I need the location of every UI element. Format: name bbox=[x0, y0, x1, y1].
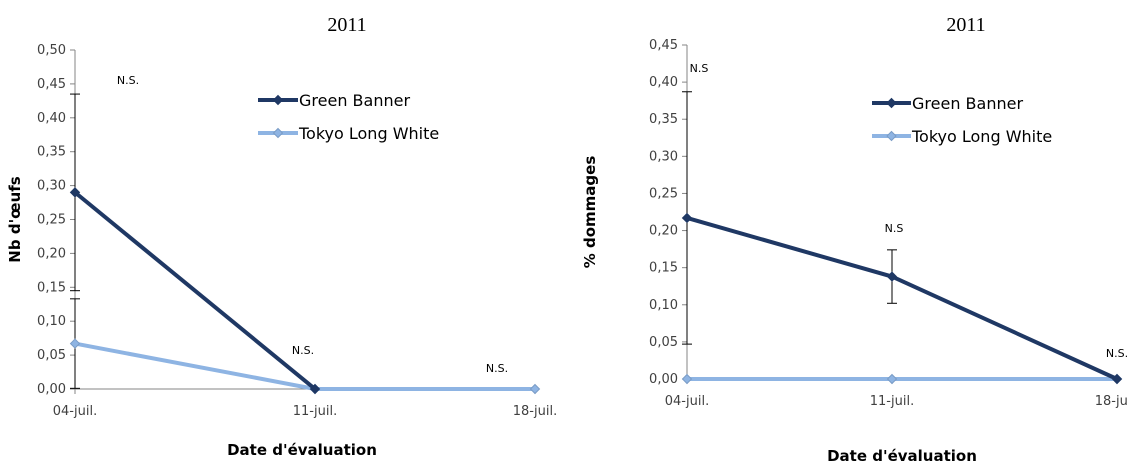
chart-title: 2011 bbox=[327, 14, 366, 36]
y-tick-label: 0,45 bbox=[649, 38, 678, 53]
y-tick-label: 0,25 bbox=[37, 213, 66, 228]
y-tick-label: 0,45 bbox=[37, 77, 66, 92]
legend: Green Banner Tokyo Long White bbox=[258, 91, 439, 143]
legend-swatch-marker bbox=[886, 97, 897, 109]
y-axis-title: Nb d'œufs bbox=[6, 176, 24, 262]
y-tick-label: 0,35 bbox=[37, 145, 66, 160]
y-axis-title: % dommages bbox=[581, 156, 599, 269]
y-tick-label: 0,40 bbox=[649, 75, 678, 90]
x-tick-label: 04-juil. bbox=[53, 404, 97, 419]
data-point bbox=[886, 373, 898, 385]
x-tick-label: 11-juil. bbox=[293, 404, 337, 419]
data-point bbox=[69, 338, 81, 349]
data-point bbox=[529, 383, 541, 395]
y-tick-label: 0,00 bbox=[37, 382, 66, 397]
x-tick-label: 04-juil. bbox=[665, 394, 709, 409]
data-point bbox=[681, 373, 693, 385]
series-green-banner bbox=[69, 93, 321, 395]
data-point bbox=[886, 271, 898, 282]
significance-label: N.S bbox=[690, 62, 709, 75]
y-tick-label: 0,40 bbox=[37, 111, 66, 126]
series-line bbox=[73, 190, 317, 391]
x-axis-title: Date d'évaluation bbox=[227, 441, 377, 459]
significance-label: N.S. bbox=[292, 344, 314, 357]
x-axis-title: Date d'évaluation bbox=[827, 447, 977, 465]
y-tick-label: 0,20 bbox=[37, 246, 66, 261]
significance-label: N.S. bbox=[486, 362, 508, 375]
series-tokyo-long-white bbox=[681, 373, 1123, 385]
x-tick-label: 18-juil. bbox=[513, 404, 557, 419]
data-point bbox=[1111, 373, 1123, 385]
x-tick-label: 11-juil. bbox=[870, 394, 914, 409]
y-tick-label: 0,50 bbox=[37, 43, 66, 58]
data-point bbox=[309, 383, 321, 395]
y-tick-label: 0,00 bbox=[649, 372, 678, 387]
y-tick-label: 0,35 bbox=[649, 112, 678, 127]
legend-swatch-marker bbox=[886, 130, 897, 142]
legend-label: Green Banner bbox=[912, 94, 1023, 113]
legend-swatch-marker bbox=[272, 94, 284, 106]
y-tick-label: 0,25 bbox=[649, 186, 678, 201]
data-point bbox=[681, 212, 693, 224]
y-tick-label: 0,15 bbox=[37, 280, 66, 295]
y-tick-label: 0,15 bbox=[649, 261, 678, 276]
y-tick-label: 0,10 bbox=[37, 314, 66, 329]
series-green-banner bbox=[681, 91, 1123, 385]
legend-label: Tokyo Long White bbox=[298, 124, 439, 143]
series-line bbox=[686, 216, 1118, 381]
x-tick-label: 18-juil. bbox=[1095, 394, 1129, 409]
legend: Green Banner Tokyo Long White bbox=[872, 94, 1052, 146]
legend-label: Tokyo Long White bbox=[911, 127, 1052, 146]
y-tick-label: 0,05 bbox=[37, 348, 66, 363]
chart-2: 2011 0,00 0,05 0,10 0,15 0,20 0,25 0,30 0,35 0,40… bbox=[581, 14, 1129, 465]
significance-label: N.S. bbox=[1106, 347, 1128, 360]
y-tick-label: 0,30 bbox=[649, 149, 678, 164]
y-tick-label: 0,20 bbox=[649, 224, 678, 239]
chart-1: 2011 0,00 0,05 0,10 0,15 0,20 0,25 0,30 0,35 0,40… bbox=[6, 14, 557, 459]
legend-label: Green Banner bbox=[299, 91, 410, 110]
chart-title: 2011 bbox=[946, 14, 985, 36]
y-tick-label: 0,30 bbox=[37, 179, 66, 194]
y-tick-label: 0,05 bbox=[649, 335, 678, 350]
data-point bbox=[69, 187, 81, 198]
significance-label: N.S bbox=[885, 222, 904, 235]
y-tick-label: 0,10 bbox=[649, 298, 678, 313]
legend-swatch-marker bbox=[272, 127, 284, 139]
significance-label: N.S. bbox=[117, 74, 139, 87]
